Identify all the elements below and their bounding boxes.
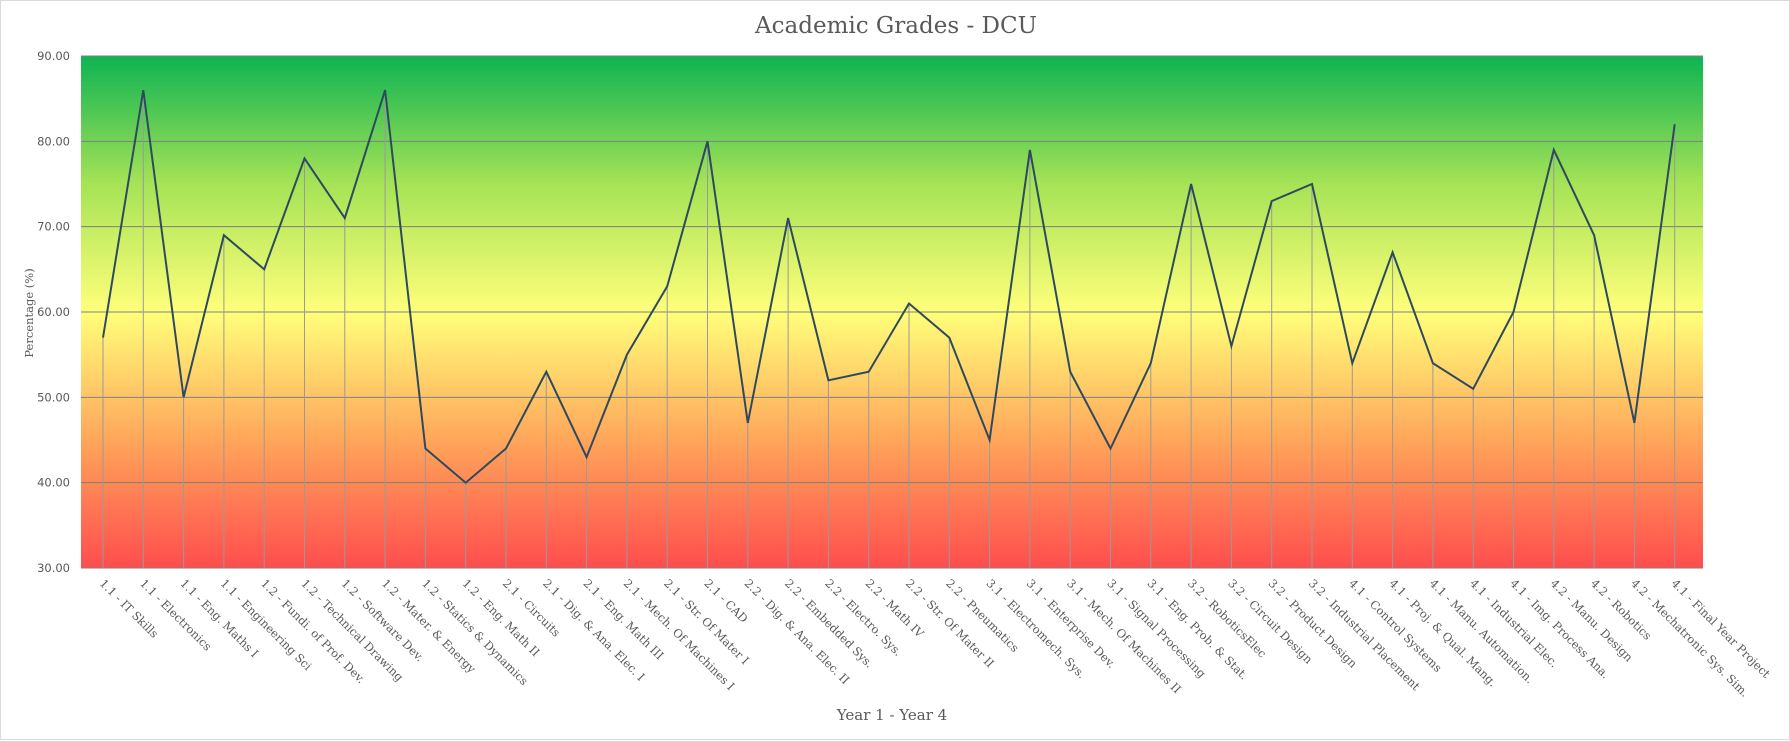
- y-tick-label: 50.00: [37, 390, 70, 404]
- chart-title: Academic Grades - DCU: [754, 13, 1037, 39]
- x-tick-label: 2.2 - Pneumatics: [943, 576, 1022, 655]
- horizontal-gridlines: [81, 55, 1703, 569]
- y-axis-title: Percentage (%): [22, 268, 36, 357]
- y-tick-label: 60.00: [37, 305, 70, 319]
- y-tick-label: 40.00: [37, 476, 70, 490]
- y-tick-label: 90.00: [37, 49, 70, 63]
- x-tick-label: 2.2 - Electro. Sys.: [822, 576, 905, 659]
- grades-series-line: [102, 89, 1676, 485]
- y-tick-label: 70.00: [37, 220, 70, 234]
- vertical-gridlines: [102, 90, 1676, 568]
- x-tick-label: 1.1 - Electronics: [137, 576, 214, 653]
- y-tick-label: 30.00: [37, 561, 70, 575]
- y-tick-label: 80.00: [37, 134, 70, 148]
- x-axis-title: Year 1 - Year 4: [836, 706, 947, 724]
- y-axis-tick-labels: 30.00 40.00 50.00 60.00 70.00 80.00 90.00: [37, 49, 70, 575]
